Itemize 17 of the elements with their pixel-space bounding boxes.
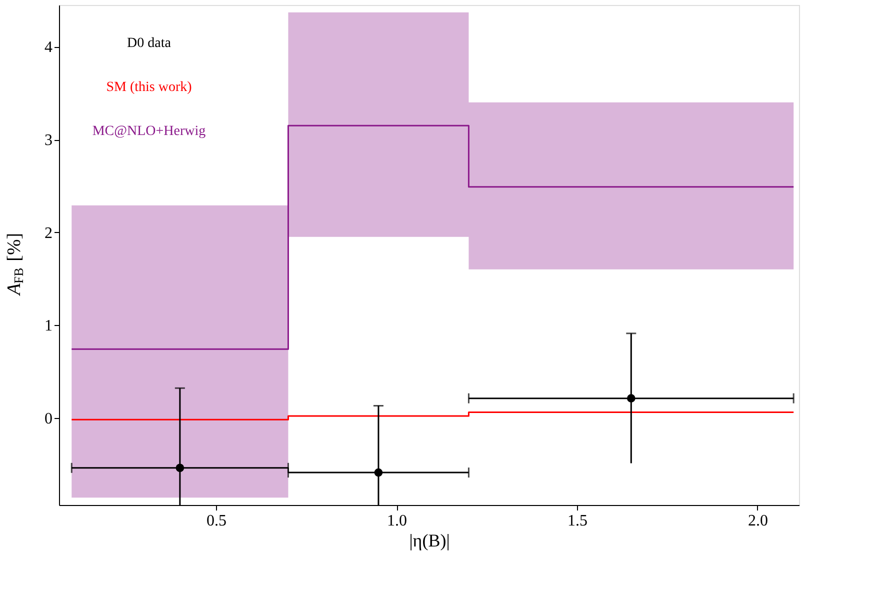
- y-tick-label: 1: [44, 318, 52, 335]
- x-tick-label: 2.0: [748, 512, 768, 530]
- text: D0 data: [127, 36, 172, 51]
- text: SM (this work): [106, 80, 192, 95]
- point: [176, 464, 184, 472]
- y-tick-label: 2: [44, 224, 52, 242]
- x-axis-title: |η(B)|: [409, 530, 450, 550]
- x-tick-label: 0.5: [206, 512, 227, 530]
- text: MC@NLO+Herwig: [92, 124, 206, 139]
- x-tick-label: 1.0: [387, 512, 408, 530]
- x-tick-label: 1.5: [568, 512, 588, 530]
- y-tick-label: 0: [44, 410, 52, 428]
- y-axis-title: AFB [%]: [4, 232, 26, 297]
- y-tick-label: 3: [44, 132, 52, 150]
- y-tick-label: 4: [44, 39, 52, 56]
- point: [626, 394, 636, 402]
- point: [374, 468, 383, 477]
